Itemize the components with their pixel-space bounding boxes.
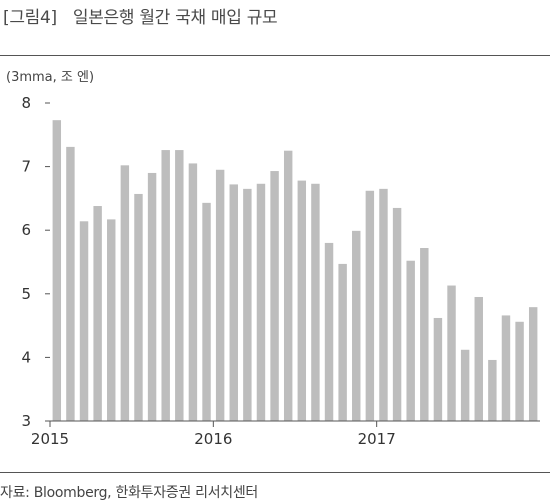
bar <box>120 165 130 421</box>
source-note: 자료: Bloomberg, 한화투자증권 리서치센터 <box>0 485 259 501</box>
bar <box>79 221 89 421</box>
unit-label: (3mma, 조 엔) <box>6 70 95 85</box>
bar <box>175 150 184 421</box>
bar <box>52 120 62 421</box>
bar <box>392 207 402 421</box>
figure-number: [그림4] <box>3 8 57 28</box>
bar <box>202 202 211 421</box>
bar <box>256 183 266 421</box>
bar <box>93 206 102 421</box>
y-tick-label: 8 <box>21 94 31 112</box>
bar <box>460 349 470 421</box>
figure-title-text: 일본은행 월간 국채 매입 규모 <box>72 8 278 28</box>
y-tick-label: 5 <box>21 285 31 303</box>
bar <box>406 260 415 421</box>
bar <box>147 172 157 421</box>
y-axis: 3 4 5 6 7 8 <box>21 94 50 430</box>
bar <box>352 230 361 421</box>
bar <box>161 150 170 421</box>
bar <box>66 146 75 421</box>
bar <box>528 307 538 421</box>
bar <box>447 285 456 421</box>
bar <box>229 184 238 421</box>
bar <box>474 296 483 421</box>
bar <box>501 315 511 421</box>
bar <box>324 242 334 421</box>
bar <box>270 171 279 421</box>
y-tick-label: 4 <box>21 348 31 366</box>
y-tick-label: 7 <box>21 158 31 176</box>
bar <box>365 190 375 421</box>
bar <box>311 183 320 421</box>
x-tick-label: 2015 <box>31 430 69 448</box>
y-tick-label: 6 <box>21 221 31 239</box>
x-axis: 2015 2016 2017 <box>31 420 540 448</box>
y-tick-label: 3 <box>21 412 31 430</box>
figure-title: [그림4] 일본은행 월간 국채 매입 규모 <box>3 3 278 28</box>
bar <box>515 321 524 421</box>
bar <box>379 188 388 421</box>
bar <box>107 219 116 421</box>
top-rule <box>0 55 550 56</box>
bar <box>488 359 497 421</box>
bar <box>433 317 443 421</box>
bars <box>52 120 538 422</box>
bar <box>243 188 252 421</box>
bottom-rule <box>0 472 550 473</box>
bar <box>188 163 198 422</box>
bar <box>283 150 293 421</box>
bar <box>420 248 429 421</box>
bar <box>134 193 143 421</box>
bar <box>338 263 347 421</box>
x-tick-label: 2017 <box>358 430 396 448</box>
x-tick-label: 2016 <box>194 430 232 448</box>
bar <box>297 180 307 421</box>
bar <box>215 169 225 421</box>
